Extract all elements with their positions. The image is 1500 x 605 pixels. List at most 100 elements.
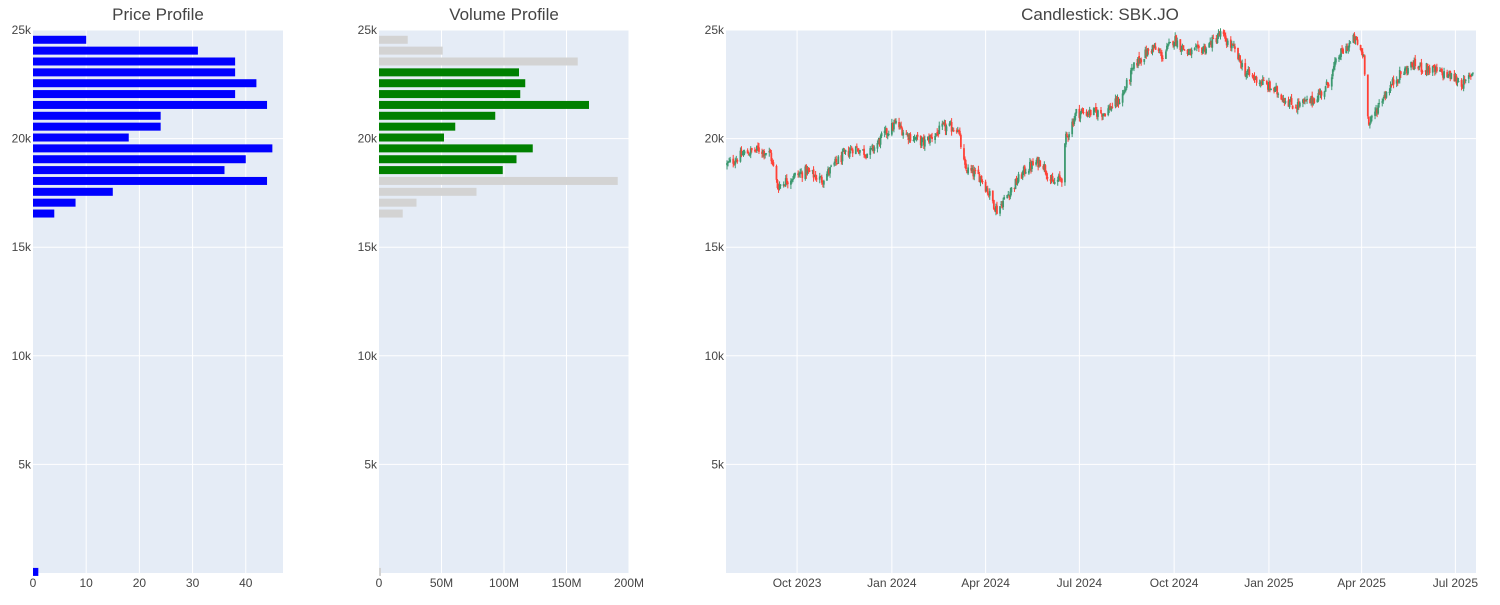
candle-body [873, 147, 876, 151]
candle [1197, 44, 1200, 52]
candle [1202, 46, 1204, 55]
candle-body [748, 154, 751, 156]
candle [1410, 61, 1412, 71]
candle-body [793, 174, 795, 179]
candle-body [786, 182, 789, 185]
candle-body [1334, 58, 1337, 63]
candle [1349, 41, 1352, 44]
candle [800, 168, 803, 175]
candle-body [847, 150, 850, 156]
candle [1116, 94, 1119, 107]
candle [811, 170, 814, 175]
candle-body [945, 126, 948, 132]
candle [1448, 70, 1451, 77]
candle [972, 165, 975, 180]
candle-body [811, 170, 814, 172]
candle-body [1146, 49, 1149, 57]
candle [1239, 55, 1241, 64]
candle [1082, 108, 1085, 115]
candle-body [1288, 101, 1291, 108]
candle-body [1468, 74, 1471, 76]
candle-body [1395, 80, 1398, 84]
candle-body [1252, 75, 1255, 77]
candle-body [1204, 45, 1206, 53]
candle-body [1341, 49, 1343, 51]
candle [1368, 122, 1371, 129]
candle-body [902, 132, 905, 136]
candle [1446, 69, 1449, 78]
candle-body [1414, 58, 1417, 67]
candle-body [1160, 52, 1163, 59]
candle [1042, 164, 1045, 171]
candle-body [1031, 161, 1033, 170]
candle [833, 161, 836, 167]
candle-body [1431, 66, 1434, 73]
candle [1109, 102, 1112, 111]
candle [837, 155, 840, 164]
candle-body [1223, 33, 1226, 36]
candle [879, 134, 882, 149]
candle [1397, 79, 1400, 84]
candle-body [871, 145, 874, 148]
candle-body [1384, 94, 1387, 98]
candle [1223, 29, 1226, 39]
candle-body [996, 205, 998, 214]
candle-body [866, 153, 869, 158]
candle-body [1176, 40, 1179, 48]
candle-body [869, 148, 872, 155]
candle [1169, 41, 1171, 44]
candle [1190, 47, 1193, 59]
candle [1205, 46, 1207, 55]
candle-body [1237, 47, 1239, 59]
candle-body [1131, 67, 1133, 71]
candle-body [1398, 70, 1401, 80]
candle [1246, 69, 1249, 79]
candle-body [1187, 52, 1190, 55]
candle-body [1413, 60, 1416, 70]
candle-body [804, 166, 807, 180]
candle-body [1007, 194, 1010, 196]
candle [859, 149, 861, 156]
candle [820, 174, 823, 185]
candle [784, 175, 787, 188]
candle [1217, 29, 1220, 39]
candle [1159, 48, 1162, 57]
candle-body [829, 167, 831, 174]
price-profile-bar [33, 133, 129, 142]
volume-profile-bar [379, 111, 496, 120]
candle [1189, 48, 1192, 56]
candle [806, 165, 809, 176]
candle [1101, 113, 1103, 121]
candle-body [1123, 90, 1126, 92]
candle-body [756, 145, 758, 151]
candle [873, 145, 876, 154]
candle [890, 118, 893, 137]
candle-body [1240, 61, 1243, 68]
candle-body [1017, 174, 1020, 182]
candle-body [1309, 99, 1312, 104]
price-profile-y-tick-label: 20k [12, 132, 32, 146]
candle-body [877, 139, 880, 143]
candle-body [1269, 81, 1271, 89]
candle [1289, 96, 1292, 102]
candle [1230, 40, 1233, 52]
candle [1443, 67, 1445, 80]
candle [792, 175, 794, 183]
candle [849, 145, 852, 154]
candle-body [1225, 41, 1228, 46]
candle [733, 160, 736, 166]
candle [1375, 104, 1377, 116]
candlestick-y-tick-label: 15k [705, 240, 725, 254]
candle-body [1128, 79, 1131, 81]
candle-body [986, 188, 989, 194]
candlestick-x-tick-label: Oct 2023 [773, 576, 822, 590]
candle [735, 155, 738, 163]
candle [786, 180, 789, 189]
candle-body [898, 122, 900, 128]
candle [1053, 177, 1056, 185]
candle [880, 131, 883, 139]
candle-body [784, 178, 787, 186]
candle [750, 147, 753, 153]
candle-body [1304, 99, 1306, 102]
